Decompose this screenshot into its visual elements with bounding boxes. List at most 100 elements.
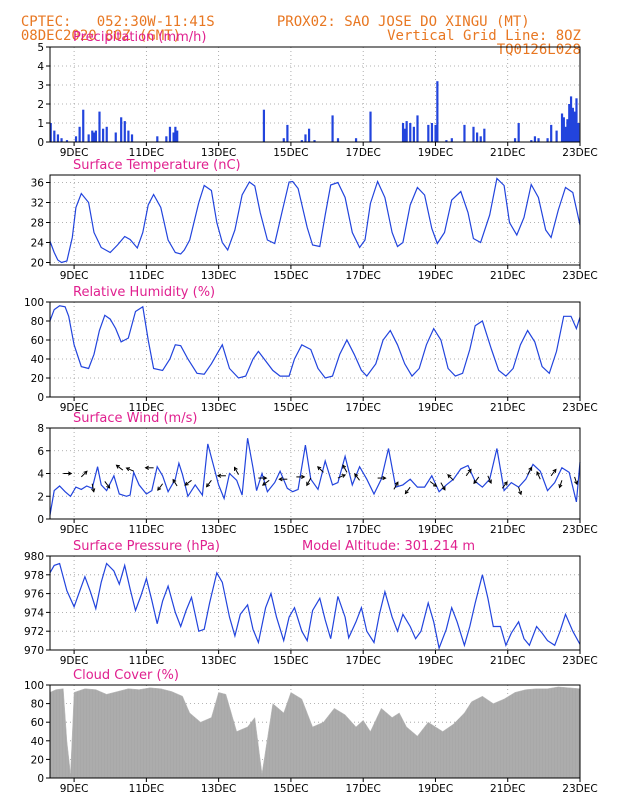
x-tick-label: 21DEC bbox=[490, 524, 525, 536]
x-tick-label: 23DEC bbox=[562, 270, 597, 282]
x-tick-label: 13DEC bbox=[201, 524, 236, 536]
precip-bar bbox=[53, 130, 56, 142]
x-tick-label: 9DEC bbox=[60, 270, 89, 282]
precip-bar bbox=[573, 111, 576, 142]
y-tick-label: 976 bbox=[24, 589, 44, 601]
x-tick-label: 23DEC bbox=[562, 524, 597, 536]
wind-vector-head bbox=[261, 481, 267, 486]
header-grid-info: Vertical Grid Line: 8OZ bbox=[370, 15, 581, 43]
precip-bar bbox=[405, 121, 408, 142]
y-tick-label: 28 bbox=[31, 218, 44, 230]
wind-vector-head bbox=[473, 479, 478, 485]
precip-bar bbox=[430, 123, 434, 142]
precip-bar bbox=[127, 130, 130, 142]
x-tick-label: 9DEC bbox=[60, 783, 89, 795]
x-tick-label: 23DEC bbox=[562, 147, 597, 159]
y-tick-label: 3 bbox=[37, 80, 44, 92]
x-tick-label: 21DEC bbox=[490, 270, 525, 282]
precip-bar bbox=[517, 123, 520, 142]
x-tick-label: 23DEC bbox=[562, 783, 597, 795]
header-date-label: 08DEC2020 8OZ (GMT) bbox=[20, 28, 182, 44]
header-station-line: CPTEC: 052:30W-11:41S bbox=[4, 1, 215, 29]
y-tick-label: 4 bbox=[37, 61, 44, 73]
x-tick-label: 11DEC bbox=[129, 655, 164, 667]
x-tick-label: 19DEC bbox=[418, 655, 453, 667]
precip-bar bbox=[427, 124, 430, 142]
x-tick-label: 9DEC bbox=[60, 524, 89, 536]
x-tick-label: 13DEC bbox=[201, 783, 236, 795]
precip-bar bbox=[156, 136, 159, 142]
wind-vector-head bbox=[487, 479, 492, 484]
precip-bar bbox=[130, 134, 134, 142]
wind-vector-arrow bbox=[91, 483, 95, 492]
wind-vector-arrow bbox=[184, 479, 192, 486]
x-tick-label: 19DEC bbox=[418, 402, 453, 414]
x-tick-label: 15DEC bbox=[273, 270, 308, 282]
wind-vector-arrow bbox=[501, 481, 508, 489]
x-tick-label: 11DEC bbox=[129, 270, 164, 282]
y-tick-label: 980 bbox=[24, 551, 44, 563]
wind-vector-head bbox=[234, 466, 238, 471]
wind-vector-head bbox=[144, 465, 149, 470]
y-tick-label: 1 bbox=[37, 118, 44, 130]
precip-bar bbox=[300, 140, 303, 142]
panel-frame bbox=[49, 555, 581, 651]
series-line bbox=[49, 438, 581, 516]
x-tick-label: 9DEC bbox=[60, 147, 89, 159]
x-tick-label: 17DEC bbox=[345, 655, 380, 667]
wind-vector-head bbox=[503, 481, 508, 486]
y-tick-label: 8 bbox=[37, 423, 44, 435]
x-tick-label: 17DEC bbox=[345, 783, 380, 795]
wind-vector-head bbox=[552, 468, 557, 473]
precip-bar bbox=[82, 109, 85, 142]
wind-vector-arrow bbox=[104, 481, 111, 489]
wind-vector-head bbox=[536, 471, 541, 476]
wind-vector-head bbox=[394, 481, 399, 486]
series-line bbox=[49, 562, 581, 651]
wind-vector-arrow bbox=[80, 470, 88, 478]
precip-bar bbox=[354, 138, 358, 142]
precip-bar bbox=[562, 117, 565, 142]
precip-bar bbox=[409, 123, 412, 142]
panel-frame bbox=[49, 46, 581, 143]
wind-vector-head bbox=[342, 464, 347, 469]
wind-vector-arrow bbox=[473, 476, 480, 484]
precip-bar bbox=[307, 128, 311, 142]
y-tick-label: 20 bbox=[31, 754, 44, 766]
y-tick-label: 20 bbox=[31, 373, 44, 385]
precip-bar bbox=[49, 123, 52, 142]
header-cptec-coords: CPTEC: 052:30W-11:41S bbox=[20, 14, 215, 30]
wind-vector-arrow bbox=[487, 475, 492, 484]
y-tick-label: 0 bbox=[37, 514, 44, 526]
wind-vector-head bbox=[382, 475, 387, 481]
precip-bar bbox=[174, 126, 177, 142]
precip-bar bbox=[105, 126, 108, 142]
wind-vector-arrow bbox=[306, 477, 312, 486]
wind-vector-arrow bbox=[429, 481, 437, 487]
x-tick-label: 11DEC bbox=[129, 524, 164, 536]
wind-vector-arrow bbox=[447, 474, 454, 481]
precip-bar bbox=[450, 138, 453, 142]
y-tick-label: 0 bbox=[37, 773, 44, 785]
x-tick-label: 17DEC bbox=[345, 270, 380, 282]
x-tick-label: 17DEC bbox=[345, 524, 380, 536]
y-tick-label: 60 bbox=[31, 717, 44, 729]
x-tick-label: 23DEC bbox=[562, 655, 597, 667]
wind-vector-arrow bbox=[172, 479, 178, 487]
x-tick-label: 19DEC bbox=[418, 147, 453, 159]
precip-bar bbox=[403, 128, 406, 142]
precip-bar bbox=[94, 130, 97, 142]
x-tick-label: 11DEC bbox=[129, 402, 164, 414]
wind-vector-arrow bbox=[550, 469, 557, 477]
x-tick-label: 11DEC bbox=[129, 147, 164, 159]
wind-vector-head bbox=[574, 480, 579, 486]
precip-bar bbox=[87, 134, 90, 142]
y-tick-label: 2 bbox=[37, 491, 44, 503]
precip-bar bbox=[555, 130, 558, 142]
wind-vector-arrow bbox=[126, 467, 134, 472]
wind-vector-head bbox=[106, 484, 111, 489]
wind-vector-head bbox=[354, 473, 359, 478]
precip-bar bbox=[78, 126, 81, 142]
precip-bar bbox=[566, 119, 569, 142]
precip-bar bbox=[577, 123, 580, 142]
